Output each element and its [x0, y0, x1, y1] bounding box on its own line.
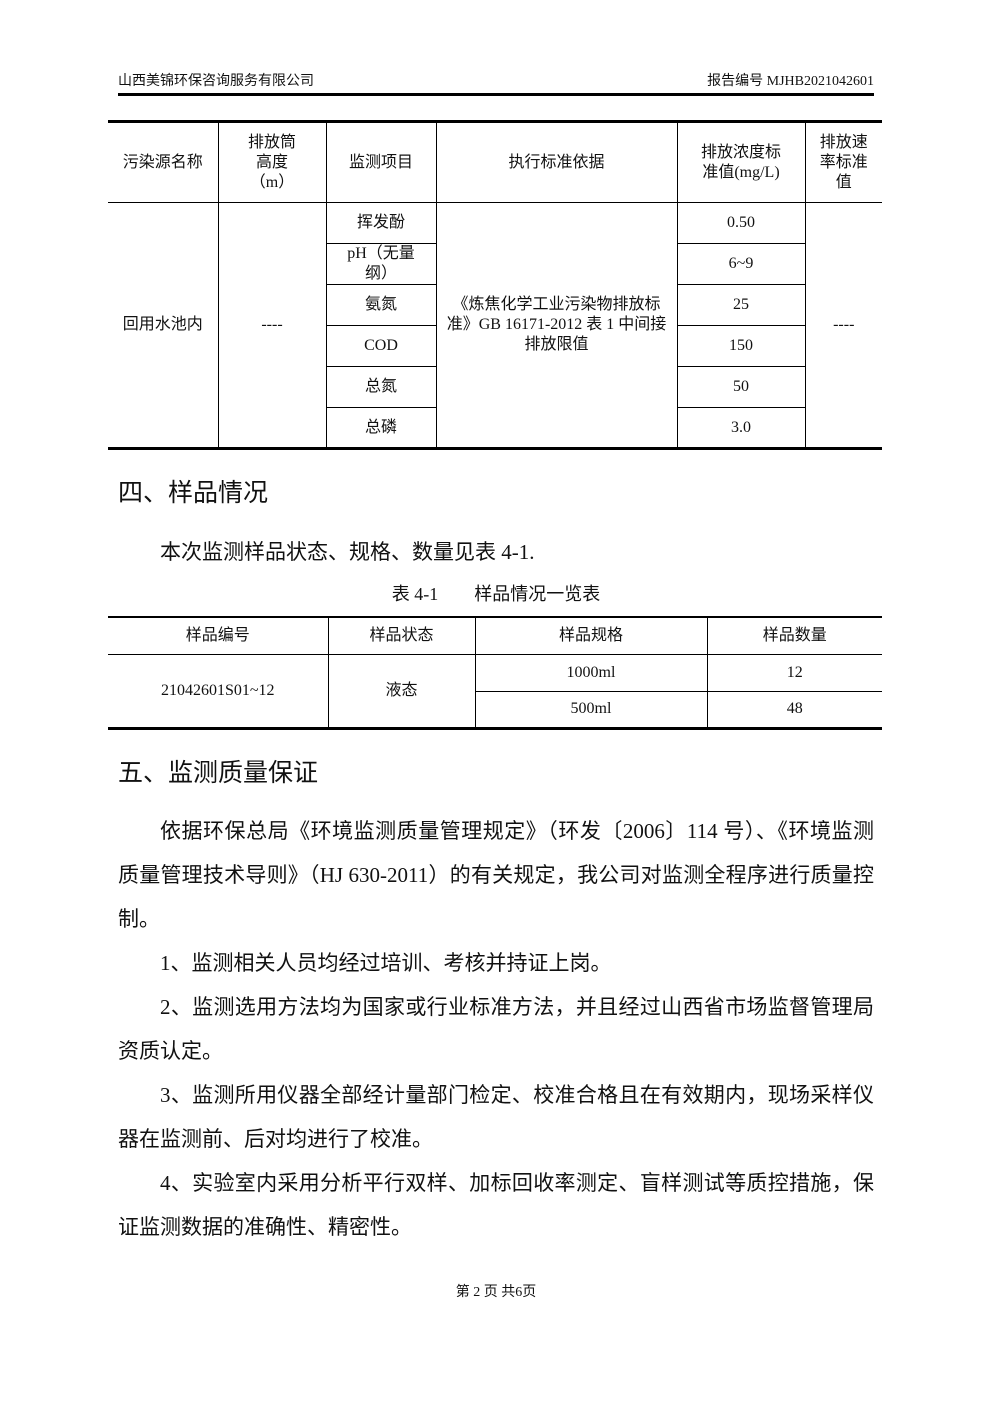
- table-caption: 表 4-1 样品情况一览表: [391, 584, 601, 604]
- col-header: 执行标准依据: [435, 121, 678, 203]
- section-5-title: 五、监测质量保证: [118, 760, 319, 787]
- item-cell: 氨氮: [326, 284, 437, 326]
- section-5-body: 依据环保总局《环境监测质量管理规定》（环发〔2006〕114 号）、《环境监测质…: [118, 809, 874, 1249]
- height-cell: ----: [217, 202, 327, 449]
- sample-id-cell: 21042601S01~12: [108, 653, 329, 729]
- rate-cell: ----: [804, 202, 882, 449]
- company-name: 山西美锦环保咨询服务有限公司: [118, 74, 314, 89]
- col-header: 监测项目: [325, 121, 437, 203]
- paragraph: 3、监测所用仪器全部经计量部门检定、校准合格且在有效期内，现场采样仪器在监测前、…: [118, 1083, 874, 1151]
- section-4-text: 本次监测样品状态、规格、数量见表 4-1.: [118, 530, 874, 574]
- value-cell: 50: [676, 366, 805, 408]
- value-cell: 0.50: [676, 202, 806, 244]
- col-header: 排放浓度标准值(mg/L): [676, 121, 806, 203]
- col-header: 排放筒高度（m）: [217, 121, 327, 203]
- col-header: 样品编号: [108, 616, 329, 655]
- paragraph: 4、实验室内采用分析平行双样、加标回收率测定、盲样测试等质控措施，保证监测数据的…: [118, 1171, 874, 1239]
- samples-table: 样品编号 样品状态 样品规格 样品数量 21042601S01~12 液态 10…: [108, 616, 882, 730]
- item-cell: COD: [326, 325, 437, 367]
- section-4-title: 四、样品情况: [118, 480, 269, 507]
- col-header: 样品规格: [474, 616, 708, 655]
- col-header: 样品数量: [706, 616, 882, 655]
- paragraph: 本次监测样品状态、规格、数量见表 4-1.: [160, 540, 535, 564]
- qty-cell: 48: [706, 690, 882, 729]
- value-cell: 25: [676, 284, 805, 326]
- value-cell: 150: [676, 325, 805, 367]
- col-header: 排放速率标准值: [804, 121, 882, 203]
- standards-table: 污染源名称 排放筒高度（m） 监测项目 执行标准依据 排放浓度标准值(mg/L)…: [108, 120, 882, 450]
- paragraph: 2、监测选用方法均为国家或行业标准方法，并且经过山西省市场监督管理局资质认定。: [118, 995, 874, 1063]
- col-header: 样品状态: [327, 616, 476, 655]
- item-cell: 总磷: [326, 407, 437, 449]
- paragraph: 依据环保总局《环境监测质量管理规定》（环发〔2006〕114 号）、《环境监测质…: [118, 819, 874, 931]
- paragraph: 1、监测相关人员均经过培训、考核并持证上岗。: [160, 951, 612, 975]
- spec-cell: 500ml: [475, 690, 708, 729]
- item-cell: 挥发酚: [325, 202, 437, 244]
- source-cell: 回用水池内: [108, 202, 219, 449]
- item-cell: pH（无量纲）: [326, 243, 437, 285]
- report-number: 报告编号 MJHB2021042601: [707, 74, 874, 89]
- value-cell: 6~9: [676, 243, 805, 285]
- header-divider: [118, 93, 874, 96]
- item-cell: 总氮: [326, 366, 437, 408]
- state-cell: 液态: [327, 653, 476, 729]
- value-cell: 3.0: [676, 407, 805, 449]
- qty-cell: 12: [706, 653, 882, 692]
- standard-cell: 《炼焦化学工业污染物排放标准》GB 16171-2012 表 1 中间接排放限值: [435, 202, 678, 449]
- spec-cell: 1000ml: [474, 653, 708, 692]
- col-header: 污染源名称: [108, 121, 219, 203]
- page-number: 第 2 页 共6页: [455, 1285, 537, 1300]
